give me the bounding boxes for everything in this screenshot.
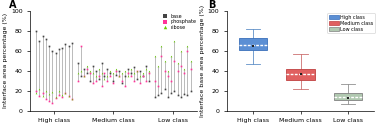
Text: A: A (9, 0, 16, 10)
Text: B: B (208, 0, 215, 10)
Bar (239, 38, 267, 50)
Y-axis label: Interface base area percentage (%): Interface base area percentage (%) (200, 5, 205, 117)
Legend: High class, Medium class, Low class: High class, Medium class, Low class (327, 13, 375, 33)
Y-axis label: Interface area percentage (%): Interface area percentage (%) (3, 13, 8, 108)
Legend: base, phosphate, ribose: base, phosphate, ribose (160, 13, 197, 31)
Bar (334, 93, 363, 100)
Bar (286, 69, 315, 80)
